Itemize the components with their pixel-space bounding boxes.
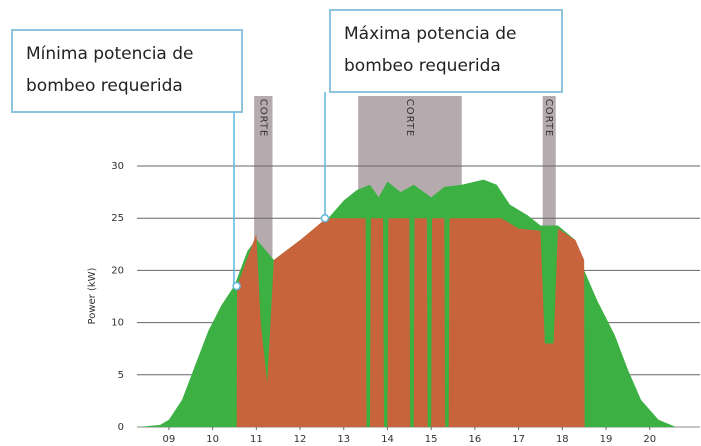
x-tick-label: 14 <box>381 434 394 445</box>
callout-text: Mínima potencia de <box>26 44 194 64</box>
x-tick-label: 15 <box>425 434 438 445</box>
x-tick-label: 16 <box>469 434 482 445</box>
shaded-label: CORTE <box>404 99 415 138</box>
y-tick-label: 20 <box>111 265 124 276</box>
y-tick-label: 10 <box>111 318 124 329</box>
callout-box <box>11 29 243 113</box>
shaded-label: CORTE <box>543 99 554 138</box>
shaded-label: CORTE <box>257 99 268 138</box>
y-axis-label: Power (kW) <box>87 267 98 324</box>
x-tick-label: 12 <box>294 434 307 445</box>
y-tick-label: 25 <box>111 213 124 224</box>
x-tick-label: 11 <box>250 434 263 445</box>
series-area <box>236 218 585 427</box>
x-tick-label: 09 <box>163 434 176 445</box>
x-tick-label: 19 <box>600 434 613 445</box>
callout-point <box>320 213 330 223</box>
y-tick-label: 30 <box>111 161 124 172</box>
callout-text: bombeo requerida <box>26 76 183 96</box>
x-tick-label: 13 <box>337 434 350 445</box>
x-tick-label: 20 <box>643 434 656 445</box>
x-tick-label: 18 <box>556 434 569 445</box>
x-tick-label: 17 <box>512 434 525 445</box>
callout-text: Máxima potencia de <box>344 24 516 44</box>
callout-box <box>329 9 563 93</box>
callout-leader <box>233 112 238 287</box>
y-tick-label: 5 <box>118 370 124 381</box>
x-tick-label: 10 <box>206 434 219 445</box>
callout-point <box>232 281 241 291</box>
y-tick-label: 0 <box>118 422 124 433</box>
callout-text: bombeo requerida <box>344 56 501 76</box>
